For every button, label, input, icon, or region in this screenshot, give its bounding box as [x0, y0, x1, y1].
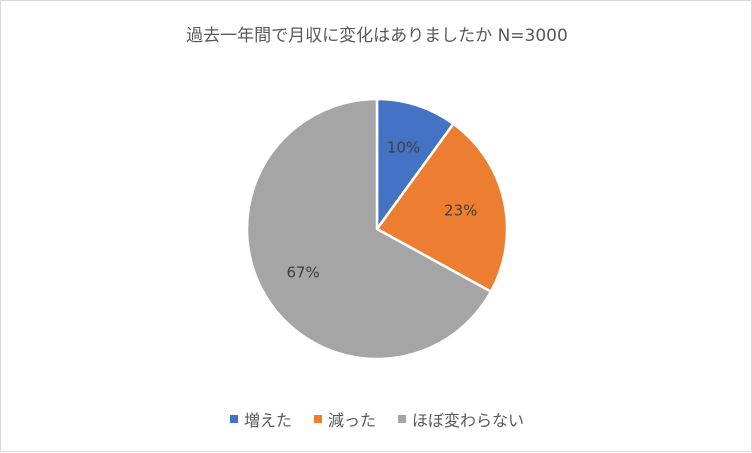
- legend-swatch-increased: [229, 415, 238, 423]
- chart-legend: 増えた 減った ほぼ変わらない: [1, 407, 752, 431]
- pie-slice-unchanged: [245, 97, 493, 361]
- data-label-decreased: 23%: [444, 201, 477, 219]
- legend-swatch-decreased: [313, 415, 322, 423]
- pie-slice-increased: [375, 97, 456, 233]
- legend-swatch-unchanged: [398, 415, 406, 423]
- legend-label-decreased: 減った: [327, 411, 376, 430]
- legend-item-decreased: 減った: [313, 407, 376, 431]
- legend-label-increased: 増えた: [243, 411, 292, 430]
- legend-item-increased: 増えた: [229, 407, 292, 431]
- pie-data-labels: 10% 23% 67%: [286, 138, 477, 281]
- chart-title: 過去一年間で月収に変化はありましたか N=3000: [186, 26, 568, 46]
- pie-slices: [245, 97, 509, 361]
- data-label-unchanged: 67%: [286, 264, 319, 282]
- pie-slice-decreased: [375, 122, 509, 294]
- data-label-increased: 10%: [387, 138, 420, 156]
- legend-item-unchanged: ほぼ変わらない: [398, 407, 524, 431]
- legend-label-unchanged: ほぼ変わらない: [412, 411, 525, 430]
